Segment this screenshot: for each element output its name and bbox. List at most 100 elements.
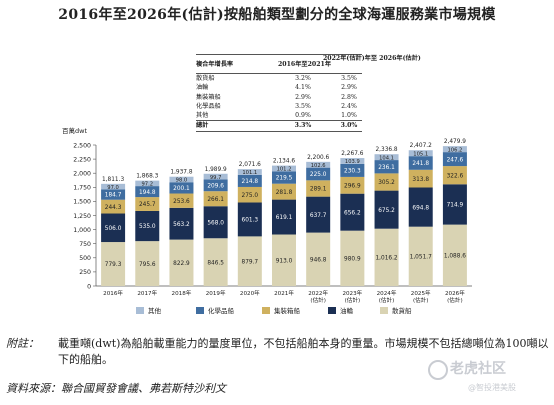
data-label: 795.6	[139, 262, 156, 268]
bar-segment	[101, 242, 126, 286]
data-label: 101.1	[242, 170, 257, 176]
data-label: 846.5	[207, 260, 224, 266]
data-label: 714.9	[447, 203, 464, 209]
data-label: 506.0	[105, 226, 122, 232]
x-tick-label: (估計)	[345, 296, 361, 304]
cagr-header-cell: 2022年(估計)年至 2026年(估計)	[323, 55, 421, 62]
data-label: 675.2	[378, 208, 395, 214]
bar-segment	[306, 180, 331, 197]
footnote-text: 載重噸(dwt)為船舶載重能力的量度單位，不包括船舶本身的重量。市場規模不包括總…	[58, 337, 549, 366]
bar-segment	[203, 238, 228, 286]
cagr-cell: 0.9%	[295, 112, 311, 120]
data-label: 563.2	[173, 222, 190, 228]
bar-segment	[237, 202, 262, 237]
bar-segment	[442, 152, 467, 167]
cagr-cell: 化學品船	[196, 102, 221, 110]
data-label: 1,088.6	[444, 254, 466, 260]
total-label: 1,868.3	[136, 174, 158, 180]
bar-segment	[272, 199, 296, 235]
bar-segment	[306, 232, 331, 286]
bar-segment	[169, 239, 194, 286]
bar-segment	[408, 150, 433, 157]
data-label: 289.1	[310, 187, 327, 193]
legend-label: 散貨船	[392, 306, 412, 315]
watermark-line1: 老虎社区	[450, 361, 506, 377]
data-label: 97.2	[141, 182, 153, 188]
data-label: 779.3	[105, 262, 122, 268]
bar-segment	[374, 160, 399, 174]
bar-segment	[169, 207, 194, 240]
data-label: 1,051.7	[410, 255, 432, 261]
cagr-total-row: 總計 3.3% 3.0%	[196, 120, 362, 132]
y-tick-label: 1,750	[73, 185, 91, 192]
y-tick-label: 1,500	[73, 199, 91, 206]
bar-segment	[374, 173, 399, 191]
total-label: 2,407.2	[410, 143, 432, 149]
data-label: 568.0	[207, 220, 224, 226]
bar-segment	[203, 191, 228, 207]
y-tick-label: 500	[79, 255, 91, 262]
bar-segment	[408, 169, 433, 188]
data-label: 214.8	[242, 179, 259, 185]
bar-segment	[306, 161, 331, 168]
bar-segment	[306, 196, 331, 233]
x-tick-label: (估計)	[413, 296, 429, 304]
data-label: 266.1	[207, 197, 224, 203]
cagr-cell: 其他	[196, 112, 209, 120]
data-label: 236.1	[378, 165, 395, 171]
bar-segment	[101, 183, 126, 190]
bar-segment	[442, 166, 467, 185]
data-label: 104.1	[379, 155, 394, 161]
x-tick-label: 2021年	[274, 289, 294, 297]
y-axis-title: 百萬dwt	[62, 126, 87, 135]
data-label: 209.6	[207, 184, 224, 190]
x-tick-label: 2024年	[377, 289, 397, 297]
total-label: 2,134.6	[273, 159, 295, 165]
bar-segment	[169, 182, 194, 194]
chart-title: 2016年至2026年(估計)按船舶類型劃分的全球海運服務業市場規模	[58, 7, 496, 23]
bar-segment	[203, 173, 228, 180]
data-label: 313.8	[412, 177, 429, 183]
data-label: 244.3	[105, 205, 122, 211]
cagr-cell: 3.0%	[340, 122, 358, 130]
bar-segment	[101, 189, 126, 200]
bar-segment	[340, 230, 365, 286]
data-label: 99.7	[210, 175, 222, 181]
x-tick-label: 2023年	[342, 289, 362, 297]
bar-segment	[135, 180, 160, 187]
bar-segment	[340, 193, 365, 231]
cagr-cell: 2.8%	[341, 93, 357, 101]
cagr-cell: 油輪	[196, 84, 209, 92]
bar-segment	[101, 213, 126, 243]
bar-segment	[101, 199, 126, 214]
total-label: 2,200.6	[307, 155, 329, 161]
legend-swatch	[328, 307, 336, 314]
x-tick-label: 2016年	[103, 289, 123, 297]
cagr-row: 集裝箱船 2.9% 2.8%	[196, 93, 362, 102]
watermark-line2: @智投港美股	[468, 383, 516, 392]
data-label: 106.2	[447, 147, 462, 153]
cagr-cell: 3.5%	[341, 75, 357, 82]
x-tick-label: 2022年	[308, 289, 328, 297]
data-label: 253.6	[173, 199, 190, 205]
data-label: 275.0	[242, 193, 259, 199]
stacked-bar-chart: 百萬dwt 0 250 500 750 1,000 1,250 1,500 1,750 2,000…	[62, 126, 472, 315]
data-label: 247.6	[447, 157, 464, 163]
data-label: 322.6	[447, 173, 464, 179]
y-tick-label: 2,500	[73, 142, 91, 149]
source-note: 資料來源：聯合國貿發會議、弗若斯特沙利文	[6, 382, 226, 395]
cagr-cell: 3.3%	[294, 122, 312, 130]
data-label: 879.7	[242, 259, 259, 265]
bar-segment	[340, 163, 365, 177]
cagr-cell: 集裝箱船	[196, 93, 221, 101]
y-tick-label: 2,000	[73, 171, 91, 178]
cagr-cell: 2.9%	[295, 93, 311, 101]
total-label: 2,267.6	[341, 151, 363, 157]
data-label: 194.8	[139, 190, 156, 196]
bar-segment	[442, 224, 467, 286]
tiger-logo-icon	[428, 360, 448, 380]
data-label: 601.3	[242, 218, 259, 224]
data-label: 200.1	[173, 186, 190, 192]
data-label: 619.1	[276, 215, 293, 221]
y-tick-label: 250	[79, 269, 91, 276]
